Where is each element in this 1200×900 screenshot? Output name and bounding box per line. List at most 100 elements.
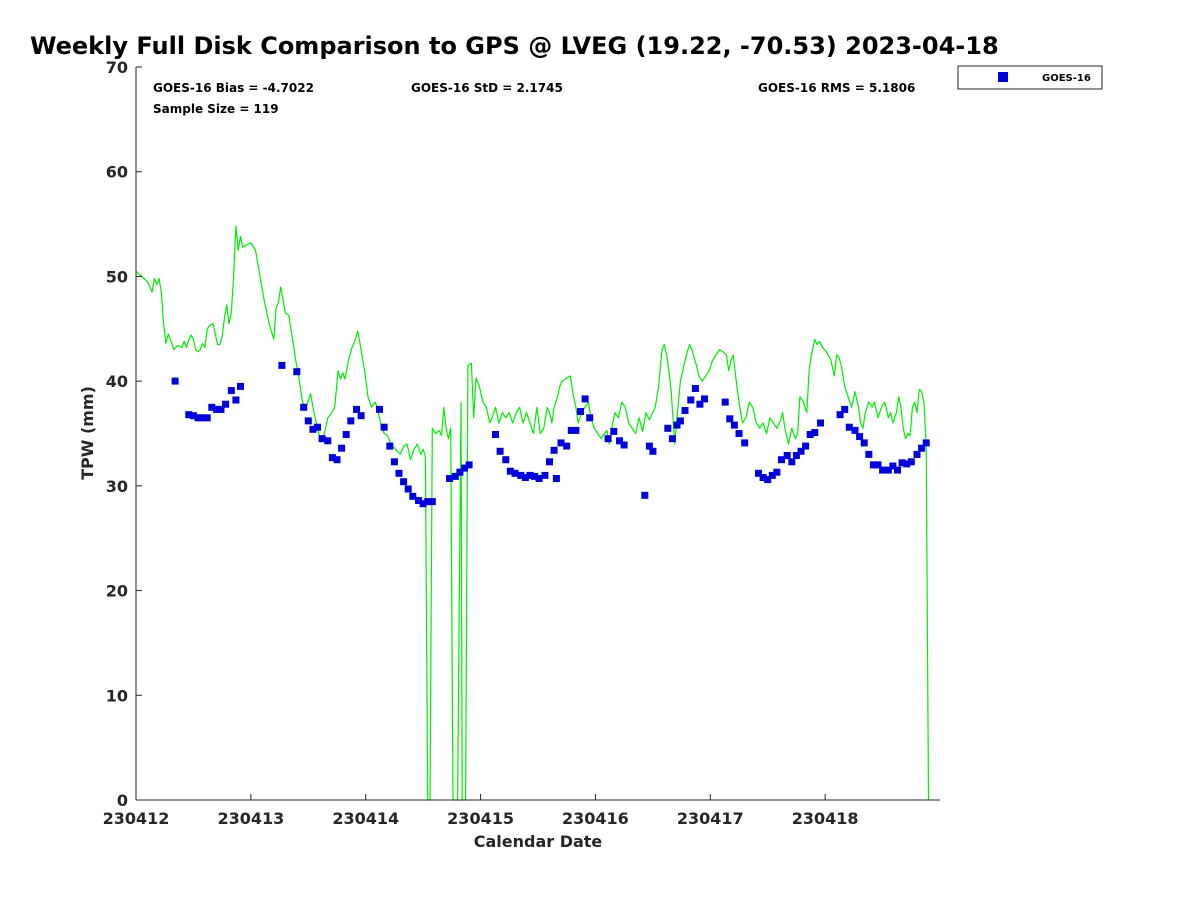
goes-data-point — [521, 474, 529, 481]
goes-data-point — [517, 471, 525, 479]
goes-data-point — [541, 471, 549, 479]
goes-data-point — [778, 456, 785, 464]
goes-data-point — [333, 456, 341, 464]
goes-data-point — [563, 442, 571, 450]
goes-data-point — [841, 405, 849, 413]
goes-data-point — [645, 442, 653, 450]
goes-data-point — [314, 423, 321, 431]
goes-data-point — [237, 382, 244, 390]
gps-series-layer — [135, 225, 930, 801]
goes-data-point — [649, 447, 657, 455]
legend-box — [957, 65, 1103, 90]
y-tick-label: 50 — [106, 267, 128, 286]
goes-data-point — [338, 444, 346, 452]
goes-data-point — [874, 461, 882, 469]
goes-data-point — [586, 414, 594, 422]
goes-data-point — [918, 444, 926, 452]
plot-area — [135, 67, 940, 801]
x-ticks: 230412 230413 230414 230415 230416 230417 2304… — [103, 794, 859, 828]
goes-data-point — [300, 403, 308, 411]
goes-data-point — [567, 426, 575, 434]
goes-data-point — [792, 452, 800, 459]
goes-data-point — [492, 431, 499, 438]
goes-data-point — [802, 442, 810, 450]
goes-data-point — [194, 414, 202, 422]
goes-data-point — [415, 497, 422, 504]
goes-data-point — [768, 471, 776, 479]
y-tick-label: 30 — [106, 477, 128, 496]
goes-data-point — [836, 411, 844, 419]
goes-data-point — [324, 437, 332, 445]
gps-series-line — [135, 225, 930, 801]
goes-data-point — [419, 500, 427, 508]
goes-data-point — [797, 447, 805, 455]
goes-data-point — [898, 459, 906, 467]
goes-data-point — [189, 412, 197, 420]
goes-data-point — [673, 421, 681, 429]
goes-data-point — [353, 405, 360, 413]
goes-data-point — [199, 414, 207, 422]
legend: GOES-16 — [957, 65, 1103, 90]
goes-data-point — [496, 447, 504, 455]
goes-data-point — [696, 400, 704, 408]
goes-data-point — [456, 468, 464, 476]
goes-data-point — [424, 498, 432, 506]
goes-data-point — [865, 450, 873, 458]
goes-data-point — [535, 475, 543, 482]
goes-data-point — [913, 450, 921, 458]
goes-data-point — [681, 407, 689, 414]
goes-data-point — [741, 439, 749, 447]
goes-data-point — [409, 492, 417, 500]
goes-data-point — [278, 361, 286, 369]
goes-data-point — [783, 452, 791, 459]
x-tick-label: 230412 — [103, 809, 170, 828]
goes-data-point — [212, 405, 220, 413]
stat-std: GOES-16 StD = 2.1745 — [411, 81, 563, 95]
goes-data-point — [701, 395, 708, 403]
legend-marker-goes — [998, 72, 1008, 82]
legend-label-goes: GOES-16 — [1042, 73, 1091, 84]
goes-data-point — [328, 454, 336, 462]
goes-data-point — [581, 395, 589, 403]
goes-data-point — [759, 474, 767, 481]
goes-data-point — [461, 464, 468, 472]
goes-data-point — [730, 421, 738, 429]
stat-sample-size: Sample Size = 119 — [153, 102, 279, 116]
y-ticks: 0 10 20 30 40 50 60 70 — [106, 58, 142, 810]
goes-data-point — [806, 431, 814, 438]
x-tick-label: 230416 — [562, 809, 629, 828]
goes-data-point — [400, 478, 408, 486]
goes-data-point — [208, 403, 216, 411]
y-tick-label: 10 — [106, 686, 128, 705]
goes-data-point — [502, 456, 510, 464]
goes-data-point — [788, 458, 796, 466]
goes-data-point — [620, 441, 628, 449]
goes-data-point — [171, 377, 179, 385]
goes-data-point — [304, 417, 312, 425]
goes-data-point — [357, 412, 365, 420]
goes-data-point — [386, 442, 394, 450]
goes-data-point — [610, 427, 618, 435]
goes-data-point — [668, 435, 676, 443]
goes-data-point — [465, 461, 473, 469]
goes-data-point — [884, 466, 892, 474]
goes-data-point — [309, 425, 317, 433]
goes-series-layer — [171, 361, 930, 508]
goes-data-point — [755, 469, 762, 477]
goes-data-point — [817, 419, 824, 427]
goes-data-point — [531, 472, 539, 480]
goes-data-point — [735, 430, 743, 437]
goes-data-point — [856, 433, 864, 441]
goes-data-point — [687, 396, 695, 404]
goes-data-point — [773, 468, 781, 476]
goes-data-point — [347, 417, 355, 425]
goes-data-point — [894, 466, 901, 474]
goes-data-point — [511, 469, 519, 477]
goes-data-point — [851, 426, 859, 434]
goes-data-point — [293, 368, 301, 376]
goes-data-point — [869, 461, 877, 469]
goes-data-point — [845, 423, 853, 431]
plot-background — [136, 67, 940, 800]
goes-data-point — [227, 387, 235, 395]
goes-data-point — [811, 429, 819, 436]
